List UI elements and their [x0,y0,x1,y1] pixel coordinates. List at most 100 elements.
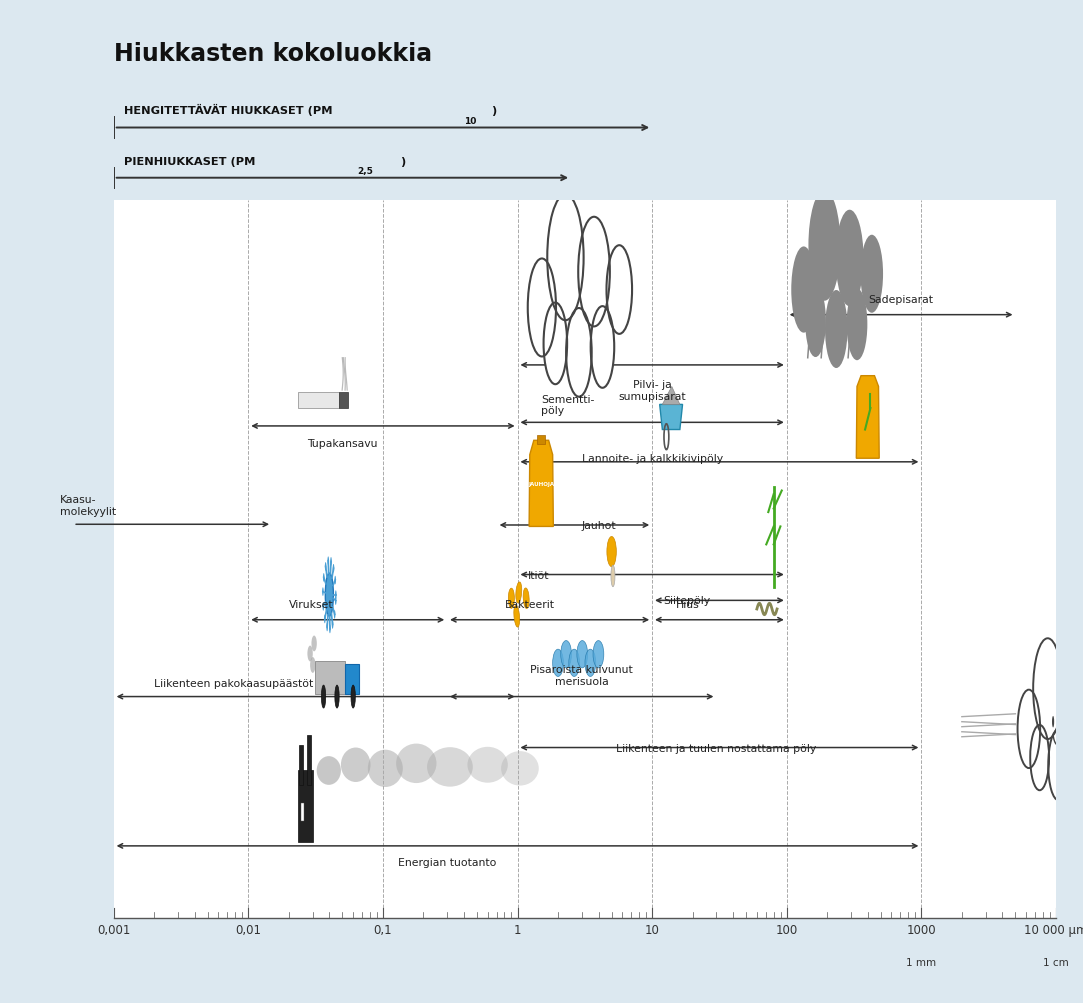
Ellipse shape [516,583,522,604]
Text: 1000: 1000 [906,923,936,936]
Ellipse shape [578,218,610,327]
Ellipse shape [569,650,579,677]
Circle shape [335,597,337,605]
Ellipse shape [1058,657,1083,744]
FancyBboxPatch shape [301,803,304,820]
Ellipse shape [808,191,840,302]
Text: Siitepöly: Siitepöly [663,596,709,606]
Ellipse shape [561,641,572,668]
Text: Jauhot: Jauhot [582,521,616,531]
Text: Tupakansavu: Tupakansavu [308,438,378,448]
Ellipse shape [1018,690,1040,768]
Ellipse shape [427,747,473,787]
Ellipse shape [547,195,584,321]
Circle shape [611,566,615,587]
FancyBboxPatch shape [298,770,313,843]
Ellipse shape [312,636,317,652]
Text: ): ) [491,106,496,116]
Ellipse shape [552,650,563,677]
Circle shape [329,625,330,634]
Ellipse shape [585,650,596,677]
Ellipse shape [847,289,867,361]
FancyBboxPatch shape [315,662,345,694]
Ellipse shape [523,589,530,609]
Circle shape [1062,716,1065,728]
Circle shape [326,623,328,632]
Circle shape [322,588,324,597]
Ellipse shape [1030,725,1049,790]
Text: Sadepisarat: Sadepisarat [867,295,932,305]
Circle shape [335,576,336,585]
Text: 0,01: 0,01 [235,923,261,936]
Ellipse shape [508,589,514,609]
FancyBboxPatch shape [299,393,339,408]
FancyBboxPatch shape [299,745,302,785]
Ellipse shape [468,747,508,783]
Circle shape [325,574,334,617]
Text: 100: 100 [775,923,798,936]
Polygon shape [530,441,553,527]
Ellipse shape [861,236,883,313]
Text: Itiöt: Itiöt [529,570,550,580]
Circle shape [325,563,326,571]
Text: ): ) [401,156,406,166]
Circle shape [76,508,81,539]
Circle shape [332,565,335,573]
Text: 1: 1 [513,923,521,936]
FancyBboxPatch shape [537,436,545,444]
Ellipse shape [527,259,556,357]
Polygon shape [663,387,680,405]
Polygon shape [660,405,682,430]
Ellipse shape [1048,729,1069,800]
Circle shape [335,685,339,708]
Text: Virukset: Virukset [289,600,334,610]
Text: JAUHOJA: JAUHOJA [529,481,554,486]
Ellipse shape [836,211,863,307]
Text: HENGITETTÄVÄT HIUKKASET (PM: HENGITETTÄVÄT HIUKKASET (PM [125,104,332,116]
Ellipse shape [825,291,848,369]
Text: PIENHIUKKASET (PM: PIENHIUKKASET (PM [125,156,256,166]
Text: 0,001: 0,001 [97,923,130,936]
Ellipse shape [308,646,313,662]
Text: Pilvi- ja
sumupisarat: Pilvi- ja sumupisarat [618,380,686,401]
Ellipse shape [606,537,616,567]
Circle shape [63,515,68,547]
Circle shape [71,464,78,496]
Circle shape [330,558,331,566]
Text: 1 mm: 1 mm [906,957,937,967]
Circle shape [331,621,334,629]
Circle shape [351,685,355,708]
Polygon shape [857,376,879,458]
Ellipse shape [513,606,520,628]
Text: 10: 10 [464,116,477,125]
Text: Sementti-
pöly: Sementti- pöly [542,394,595,415]
Ellipse shape [341,748,370,782]
Ellipse shape [566,309,591,397]
Circle shape [322,685,326,708]
Text: Pisaroista kuivunut
merisuola: Pisaroista kuivunut merisuola [531,665,634,686]
FancyBboxPatch shape [339,393,349,408]
Text: 2,5: 2,5 [357,166,374,176]
Ellipse shape [1068,728,1083,793]
FancyBboxPatch shape [345,664,358,694]
Text: 10: 10 [644,923,660,936]
Ellipse shape [792,247,817,333]
Ellipse shape [396,744,436,783]
Ellipse shape [1033,639,1062,739]
Ellipse shape [501,751,538,785]
Text: Energian tuotanto: Energian tuotanto [397,857,496,867]
Circle shape [67,478,74,511]
Ellipse shape [593,641,604,668]
Text: Kaasu-
molekyylit: Kaasu- molekyylit [61,494,116,517]
Text: Liikenteen ja tuulen nostattama pöly: Liikenteen ja tuulen nostattama pöly [616,743,817,753]
Circle shape [335,591,337,600]
Ellipse shape [316,756,341,785]
Circle shape [334,611,336,619]
FancyBboxPatch shape [308,735,311,785]
Ellipse shape [1081,679,1083,750]
Circle shape [327,557,329,566]
Ellipse shape [606,246,632,335]
Text: Lannoite- ja kalkkikivipöly: Lannoite- ja kalkkikivipöly [582,453,722,463]
Text: 1 cm: 1 cm [1043,957,1069,967]
Circle shape [55,493,62,525]
